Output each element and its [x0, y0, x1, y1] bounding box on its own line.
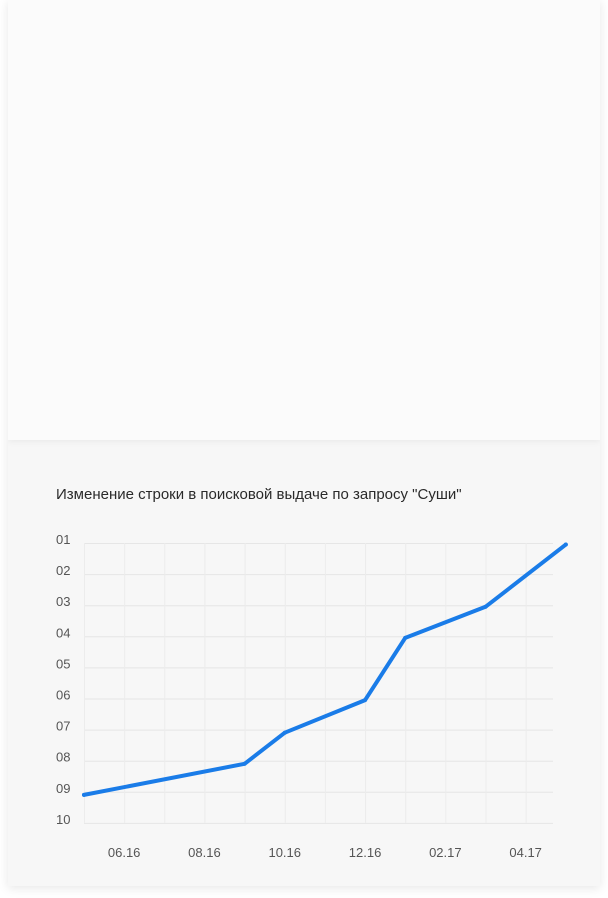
empty-panel: [8, 0, 600, 440]
series-point: [563, 542, 568, 547]
y-tick-label: 03: [56, 594, 70, 609]
series-point: [403, 635, 408, 640]
chart-grid: [84, 543, 553, 824]
y-tick-label: 04: [56, 625, 70, 640]
x-tick-label: 02.17: [429, 845, 462, 860]
y-tick-label: 09: [56, 781, 70, 796]
series-point: [282, 730, 287, 735]
series-points: [82, 542, 568, 797]
x-axis-ticks: 06.16 08.16 10.16 12.16 02.17 04.17: [108, 845, 542, 860]
y-tick-label: 10: [56, 812, 70, 827]
chart-title: Изменение строки в поисковой выдаче по з…: [56, 486, 462, 503]
y-tick-label: 02: [56, 563, 70, 578]
x-tick-label: 10.16: [268, 845, 301, 860]
chart-card: Изменение строки в поисковой выдаче по з…: [8, 0, 600, 886]
y-axis-ticks: 01 02 03 04 05 06 07 08 09 10: [56, 532, 70, 827]
x-tick-label: 06.16: [108, 845, 141, 860]
series-point: [363, 698, 368, 703]
series-point: [242, 761, 247, 766]
y-tick-label: 07: [56, 719, 70, 734]
y-tick-label: 01: [56, 532, 70, 547]
x-tick-label: 12.16: [349, 845, 382, 860]
y-tick-label: 05: [56, 656, 70, 671]
x-tick-label: 04.17: [509, 845, 542, 860]
y-tick-label: 08: [56, 750, 70, 765]
series-point: [82, 792, 86, 797]
x-tick-label: 08.16: [188, 845, 221, 860]
series-point: [483, 604, 488, 609]
y-tick-label: 06: [56, 688, 70, 703]
